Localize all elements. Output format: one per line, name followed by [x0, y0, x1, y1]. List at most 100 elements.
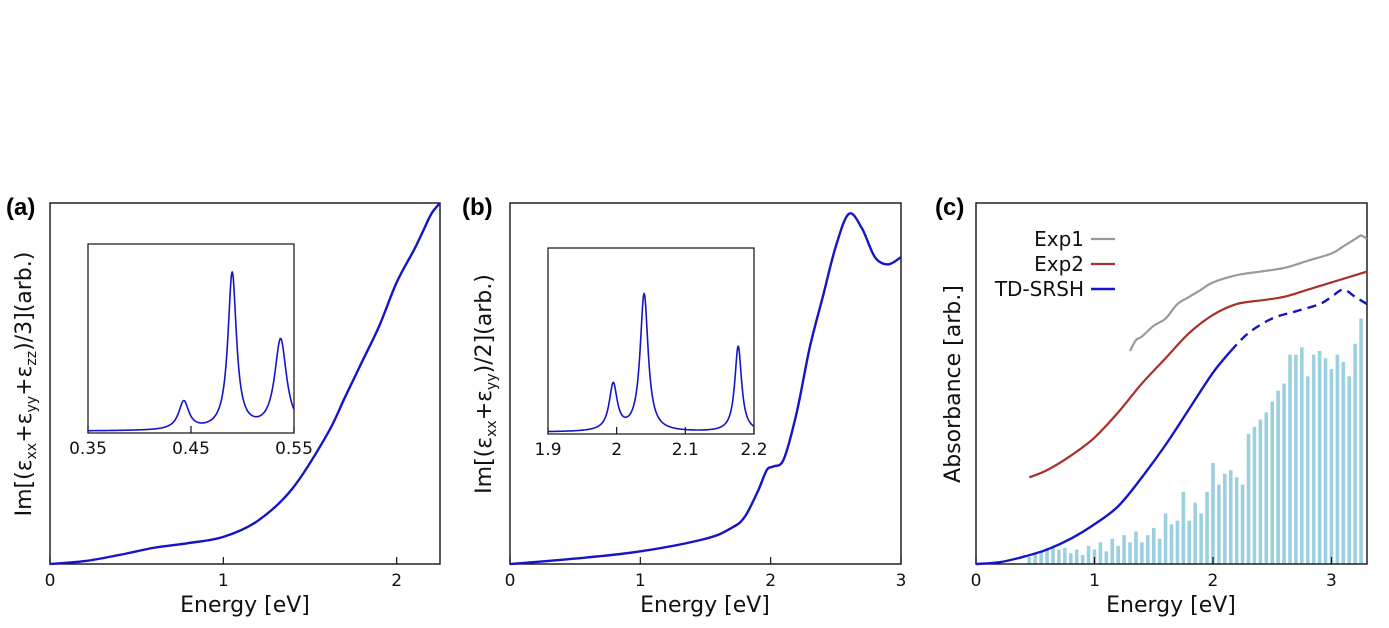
stick-bar	[1270, 401, 1275, 564]
stick-bar	[1317, 351, 1322, 564]
stick-bar	[1033, 553, 1038, 564]
panel-c-y-label: Absorbance [arb.]	[941, 285, 966, 483]
panel-b-spectrum-line	[509, 212, 902, 566]
stick-bar	[1223, 473, 1227, 564]
panel-c-td-srsh-line	[975, 350, 1232, 566]
stick-bar	[1240, 484, 1245, 564]
panel-a: (a) 0 1 2 Energy [eV] Im[(εxx+εyy+εzz)/3](…	[6, 194, 441, 618]
stick-bar	[1199, 513, 1203, 564]
stick-bar	[1045, 547, 1049, 564]
panel-b-x-tick-label: 3	[896, 571, 907, 591]
panel-b-inset-x-tick-label: 2	[611, 440, 622, 460]
stick-bar	[1157, 538, 1162, 564]
stick-bar	[1181, 491, 1186, 564]
panel-b-inset-line	[547, 292, 755, 433]
stick-bar	[1098, 542, 1103, 564]
stick-bar	[1282, 383, 1286, 564]
panel-c-label: (c)	[935, 194, 964, 221]
panel-b-x-tick-label: 2	[765, 571, 776, 591]
stick-bar	[1234, 477, 1239, 564]
stick-bar	[1347, 376, 1352, 564]
stick-bar	[1151, 527, 1156, 564]
stick-bar	[1341, 361, 1346, 564]
stick-bar	[1211, 462, 1215, 564]
stick-bar	[1080, 554, 1085, 564]
legend-label-exp1: Exp1	[1034, 227, 1084, 251]
stick-bar	[1092, 549, 1097, 564]
stick-bar	[1205, 491, 1209, 564]
stick-bar	[1128, 542, 1132, 564]
stick-bar	[1335, 354, 1340, 564]
stick-bar	[1193, 502, 1197, 564]
panel-a-x-ticks: 0 1 2	[45, 557, 402, 591]
panel-a-frame	[49, 202, 441, 565]
stick-bar	[1311, 354, 1316, 564]
panel-c-exp1-line	[1129, 234, 1368, 352]
stick-bar	[1068, 553, 1073, 564]
panel-b-inset-x-ticks: 1.9 2 2.1 2.2	[534, 427, 768, 460]
panel-b-x-tick-label: 1	[635, 571, 646, 591]
panel-a-y-label: Im[(εxx+εyy+εzz)/3](arb.)	[12, 252, 40, 517]
stick-bar	[1252, 426, 1257, 564]
stick-bar	[1217, 484, 1221, 564]
panel-c: (c) 0 1 2 3 Energy [eV] Absorbance [arb.] E…	[935, 194, 1368, 618]
stick-bar	[1359, 318, 1363, 564]
stick-bar	[1300, 347, 1304, 564]
panel-a-x-tick-label: 0	[45, 571, 56, 591]
stick-bar	[1146, 535, 1150, 564]
panel-b-x-label: Energy [eV]	[640, 593, 770, 618]
panel-a-inset-x-tick-label: 0.55	[275, 439, 313, 459]
stick-bar	[1294, 354, 1298, 564]
stick-bar	[1063, 547, 1067, 564]
stick-bar	[1104, 551, 1109, 564]
panel-c-legend: Exp1 Exp2 TD-SRSH	[994, 227, 1115, 301]
stick-bar	[1288, 354, 1292, 564]
panel-a-x-tick-label: 2	[391, 571, 402, 591]
panel-a-x-tick-label: 1	[218, 571, 229, 591]
panel-b-inset-x-tick-label: 2.1	[672, 440, 699, 460]
stick-bar	[1258, 419, 1263, 564]
panel-a-spectrum-line	[49, 202, 441, 566]
stick-bar	[1134, 531, 1138, 564]
panel-b-inset-x-tick-label: 1.9	[534, 440, 561, 460]
stick-bar	[1163, 513, 1168, 564]
stick-bar	[1110, 538, 1115, 564]
panel-c-exp2-line	[1028, 270, 1368, 479]
stick-bar	[1187, 520, 1192, 564]
stick-bar	[1305, 376, 1310, 564]
panel-a-inset-x-tick-label: 0.45	[172, 439, 210, 459]
panel-a-inset-x-ticks: 0.35 0.45 0.55	[69, 426, 313, 459]
panel-a-label: (a)	[6, 194, 35, 221]
stick-bar	[1329, 369, 1334, 564]
stick-bar	[1039, 551, 1043, 564]
stick-bar	[1353, 343, 1357, 564]
panel-c-x-label: Energy [eV]	[1106, 593, 1236, 618]
stick-bar	[1140, 542, 1144, 564]
panel-c-stick-spectrum	[1027, 318, 1363, 564]
panel-a-inset-x-tick-label: 0.35	[69, 439, 107, 459]
panel-b-inset-frame	[547, 247, 755, 435]
panel-b-y-label: Im[(εxx+εyy)/2](arb.)	[472, 274, 500, 494]
panel-a-inset-line	[87, 271, 295, 432]
panel-c-x-tick-label: 0	[971, 571, 982, 591]
panel-b-x-tick-label: 0	[505, 571, 516, 591]
stick-bar	[1264, 412, 1269, 564]
legend-label-td-srsh: TD-SRSH	[994, 277, 1084, 301]
panel-b-inset-x-tick-label: 2.2	[740, 440, 767, 460]
panel-b-label: (b)	[462, 194, 493, 221]
panel-b-x-ticks: 0 1 2 3	[505, 557, 907, 591]
panel-c-x-ticks: 0 1 2 3	[971, 557, 1337, 591]
stick-bar	[1122, 535, 1126, 564]
panel-c-x-tick-label: 2	[1208, 571, 1219, 591]
panel-b: (b) 0 1 2 3 Energy [eV] Im[(εxx+εyy)/2](arb…	[462, 194, 906, 618]
panel-c-x-tick-label: 1	[1089, 571, 1100, 591]
stick-bar	[1323, 358, 1328, 564]
legend-label-exp2: Exp2	[1034, 252, 1084, 276]
stick-bar	[1116, 545, 1120, 564]
stick-bar	[1169, 524, 1174, 564]
panel-b-frame	[509, 202, 902, 565]
stick-bar	[1228, 470, 1233, 564]
stick-bar	[1057, 549, 1061, 564]
panel-a-inset-frame	[87, 243, 295, 434]
stick-bar	[1276, 390, 1280, 564]
